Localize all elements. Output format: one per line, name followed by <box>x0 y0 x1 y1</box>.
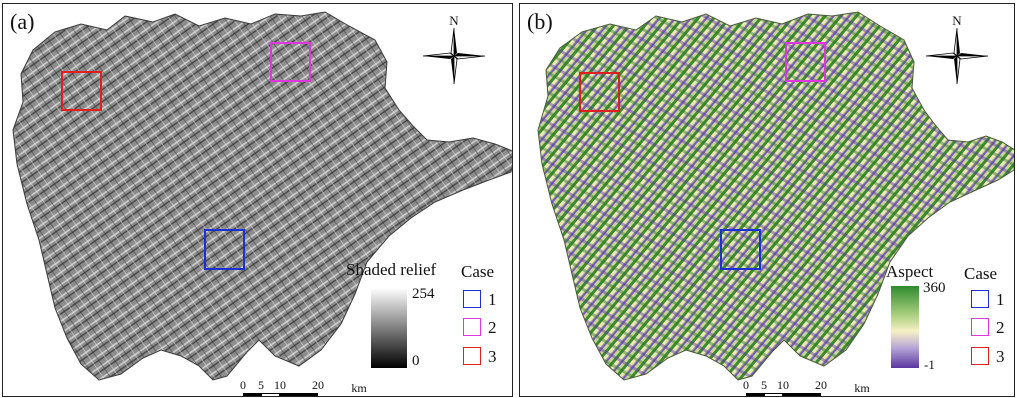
case-item-3: 3 <box>463 347 497 365</box>
legend-max: 360 <box>923 280 946 296</box>
case-swatch-3 <box>971 347 989 365</box>
legend-min: 0 <box>412 353 420 369</box>
scale-tick: 5 <box>761 378 767 392</box>
case-swatch-3 <box>463 347 481 365</box>
scale-tick: 5 <box>258 378 264 392</box>
shaded-relief-map <box>12 11 512 381</box>
case-swatch-2 <box>463 318 481 336</box>
scale-segment <box>746 393 764 396</box>
case-box-3 <box>579 72 620 112</box>
legend-max: 254 <box>412 286 435 302</box>
scale-tick: 20 <box>312 378 324 392</box>
case-swatch-2 <box>971 318 989 336</box>
shaded-relief-ramp <box>371 288 407 368</box>
legend-title: Shaded relief <box>346 260 437 279</box>
case-box-3 <box>61 71 102 111</box>
scale-bar: 0 5 10 20 km <box>239 378 379 396</box>
aspect-ramp <box>891 286 919 368</box>
north-arrow: N <box>421 14 487 88</box>
north-label: N <box>952 13 962 28</box>
case-box-2 <box>785 42 826 82</box>
case-box-2 <box>270 42 311 82</box>
case-number: 1 <box>488 289 497 309</box>
scale-tick: 20 <box>815 378 827 392</box>
case-box-1 <box>204 229 245 270</box>
scale-segment <box>243 393 261 396</box>
case-item-1: 1 <box>971 290 1005 308</box>
compass-rose-icon <box>422 27 486 85</box>
scale-tick: 10 <box>274 378 286 392</box>
panel-a: (a) N Shaded relief 254 0 Case 1 2 3 0 5… <box>2 3 513 397</box>
scale-segment <box>764 393 783 396</box>
panel-label: (b) <box>527 9 553 34</box>
scale-segment <box>280 393 318 396</box>
panel-b: (b) N Aspect 360 -1 Case 1 2 3 0 5 10 20… <box>519 3 1015 397</box>
compass-rose-icon <box>925 27 989 85</box>
case-number: 3 <box>996 346 1005 366</box>
scale-segment <box>783 393 821 396</box>
case-number: 1 <box>996 289 1005 309</box>
case-title: Case <box>461 262 495 281</box>
scale-tick: 10 <box>777 378 789 392</box>
scale-bar: 0 5 10 20 km <box>742 378 882 396</box>
case-item-3: 3 <box>971 347 1005 365</box>
case-box-1 <box>720 229 761 270</box>
scale-unit: km <box>351 381 367 395</box>
north-label: N <box>449 13 459 28</box>
case-swatch-1 <box>463 290 481 308</box>
scale-segment <box>261 393 280 396</box>
panel-label: (a) <box>10 9 35 34</box>
case-number: 3 <box>488 346 497 366</box>
case-number: 2 <box>996 317 1005 337</box>
scale-unit: km <box>854 381 870 395</box>
case-item-2: 2 <box>971 318 1005 336</box>
case-number: 2 <box>488 317 497 337</box>
legend-title: Aspect <box>886 262 934 281</box>
legend-min: -1 <box>924 357 935 372</box>
north-arrow: N <box>924 14 990 88</box>
case-item-2: 2 <box>463 318 497 336</box>
scale-tick: 0 <box>240 378 246 392</box>
scale-tick: 0 <box>743 378 749 392</box>
case-swatch-1 <box>971 290 989 308</box>
case-title: Case <box>964 264 998 283</box>
case-item-1: 1 <box>463 290 497 308</box>
